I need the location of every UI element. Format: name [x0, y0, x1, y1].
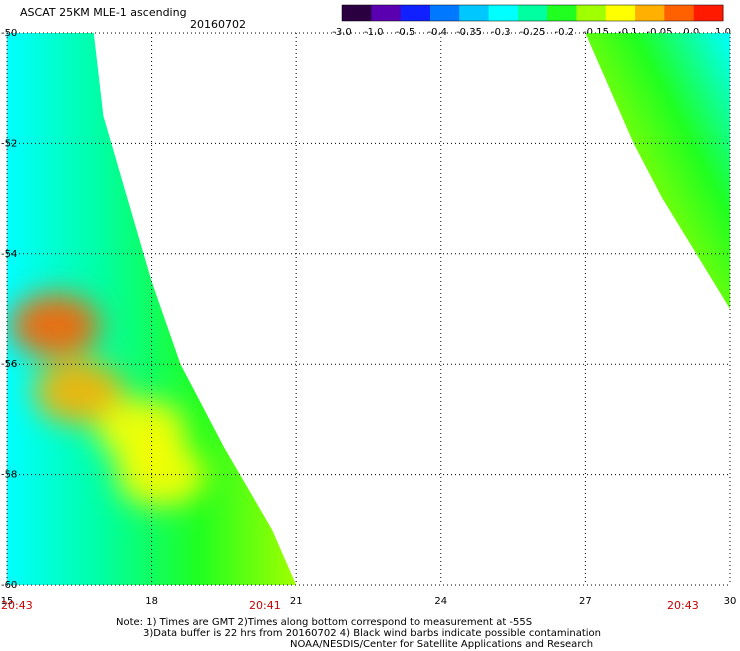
time-label-east: 20:43 — [667, 599, 699, 612]
note-line-3: NOAA/NESDIS/Center for Satellite Applica… — [290, 639, 594, 650]
colorbar-segment — [488, 5, 519, 21]
time-label-middle: 20:41 — [249, 599, 281, 612]
colorbar-label: -0.35 — [456, 27, 482, 38]
lat-tick-label: -54 — [1, 249, 17, 260]
east-swath — [585, 33, 730, 309]
note-line-2: 3)Data buffer is 22 hrs from 20160702 4)… — [143, 628, 601, 639]
colorbar-segment — [459, 5, 490, 21]
map-grid — [6, 32, 731, 586]
colorbar-segment — [693, 5, 724, 21]
lat-tick-label: -58 — [1, 470, 17, 481]
colorbar-label: -0.2 — [554, 27, 574, 38]
colorbar-segment — [576, 5, 607, 21]
hotspot — [34, 359, 125, 424]
lon-tick-label: 27 — [579, 596, 592, 607]
hotspot — [10, 293, 101, 358]
lon-tick-label: 24 — [434, 596, 447, 607]
colorbar-label: -1.0 — [364, 27, 384, 38]
time-label-west: 20:43 — [1, 599, 33, 612]
lon-tick-label: 15 — [1, 596, 14, 607]
colorbar-label: -0.4 — [427, 27, 447, 38]
colorbar-segment — [547, 5, 577, 21]
colorbar-label: -0.25 — [520, 27, 546, 38]
colorbar-label: -0.5 — [396, 27, 416, 38]
lon-tick-label: 18 — [145, 596, 158, 607]
lon-tick-label: 21 — [290, 596, 303, 607]
lat-tick-label: -50 — [1, 28, 17, 39]
colorbar-segment — [517, 5, 548, 21]
lon-tick-label: 30 — [724, 596, 737, 607]
lat-tick-label: -56 — [1, 359, 17, 370]
colorbar-frame — [341, 4, 724, 22]
colorbar-segment — [371, 5, 402, 21]
colorbar-segment — [342, 5, 372, 21]
product-date: 20160702 — [190, 18, 246, 31]
colorbar-segment — [635, 5, 665, 21]
hotspot — [116, 442, 207, 507]
lat-tick-label: -52 — [1, 138, 17, 149]
lat-tick-label: -60 — [1, 580, 17, 591]
colorbar-segment — [429, 5, 460, 21]
colorbar-label: -3.0 — [332, 27, 352, 38]
colorbar-segment — [605, 5, 636, 21]
colorbar-segment — [664, 5, 695, 21]
colorbar-segment — [400, 5, 431, 21]
note-line-1: Note: 1) Times are GMT 2)Times along bot… — [116, 617, 533, 628]
product-title: ASCAT 25KM MLE-1 ascending — [20, 6, 187, 19]
colorbar-label: -0.3 — [491, 27, 511, 38]
west-swath-hotspots — [10, 293, 207, 507]
